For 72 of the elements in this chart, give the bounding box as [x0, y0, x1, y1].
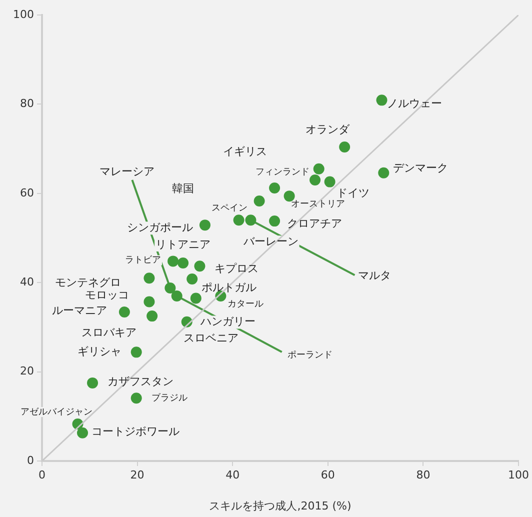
x-tick-label: 20 — [130, 468, 144, 482]
point — [178, 257, 189, 268]
annotation: コートジボワール — [92, 424, 180, 438]
annotation: ポルトガル — [202, 280, 257, 294]
x-tick-label: 100 — [508, 468, 529, 482]
x-tick-label: 80 — [416, 468, 430, 482]
point — [310, 174, 321, 186]
annotation: スロバキア — [82, 326, 137, 339]
annotation: ブラジル — [151, 392, 188, 404]
point — [190, 292, 202, 304]
y-tick-label: 60 — [20, 186, 34, 200]
point — [269, 216, 280, 227]
annotation: デンマーク — [393, 162, 448, 175]
annotation: バーレーン — [242, 235, 298, 248]
annotation: オーストリア — [291, 199, 346, 210]
point — [254, 195, 265, 206]
point — [245, 214, 256, 226]
annotation: スロベニア — [183, 332, 238, 345]
annotation: シンガポール — [126, 220, 193, 234]
annotation: ドイツ — [336, 186, 370, 200]
point — [168, 256, 179, 267]
annotation: ルーマニア — [52, 304, 107, 317]
point — [269, 182, 280, 194]
point — [87, 377, 98, 388]
point — [77, 427, 88, 438]
y-tick-label: 40 — [20, 275, 34, 288]
point — [313, 163, 324, 174]
annotation: ラトビア — [125, 254, 162, 266]
annotation: カザフスタン — [108, 374, 174, 388]
annotation: スペイン — [211, 203, 248, 214]
point — [284, 190, 295, 202]
annotation: ギリシャ — [77, 345, 122, 358]
annotation: アゼルバイジャン — [20, 407, 93, 418]
annotation: カタール — [228, 299, 264, 310]
annotation: モロッコ — [85, 288, 130, 302]
point — [164, 282, 176, 294]
x-axis-title: スキルを持つ成人,2015 (%) — [209, 499, 352, 512]
annotation: リトアニア — [156, 238, 211, 251]
x-tick-label: 0 — [38, 468, 46, 482]
point — [130, 392, 142, 404]
point — [339, 142, 350, 153]
point — [199, 220, 210, 231]
x-tick-label: 60 — [320, 468, 335, 482]
point — [376, 94, 388, 106]
annotation: フィンランド — [256, 167, 310, 178]
annotation: イギリス — [223, 144, 267, 158]
annotation: モンテネグロ — [55, 276, 122, 289]
point — [144, 272, 155, 284]
annotation: クロアチア — [287, 216, 342, 230]
annotation: マルタ — [358, 269, 392, 282]
y-tick-label: 100 — [13, 8, 34, 21]
point — [146, 310, 158, 322]
point — [324, 176, 336, 188]
point — [186, 274, 198, 285]
y-tick-label: 20 — [20, 364, 34, 378]
point — [171, 290, 182, 302]
point — [144, 296, 155, 308]
annotation: オランダ — [306, 122, 351, 136]
annotation: キプロス — [214, 262, 259, 275]
y-tick-label: 0 — [27, 454, 34, 467]
y-tick-label: 80 — [20, 97, 34, 110]
point — [130, 346, 142, 358]
point — [378, 167, 390, 178]
annotation: ポーランド — [287, 350, 332, 360]
x-tick-label: 40 — [226, 468, 240, 482]
point — [194, 260, 206, 272]
annotation: ハンガリー — [199, 315, 256, 328]
annotation: 韓国 — [172, 182, 194, 195]
annotation: ノルウェー — [387, 97, 442, 110]
point — [118, 306, 130, 318]
point — [233, 214, 244, 226]
annotation: マレーシア — [100, 164, 155, 178]
